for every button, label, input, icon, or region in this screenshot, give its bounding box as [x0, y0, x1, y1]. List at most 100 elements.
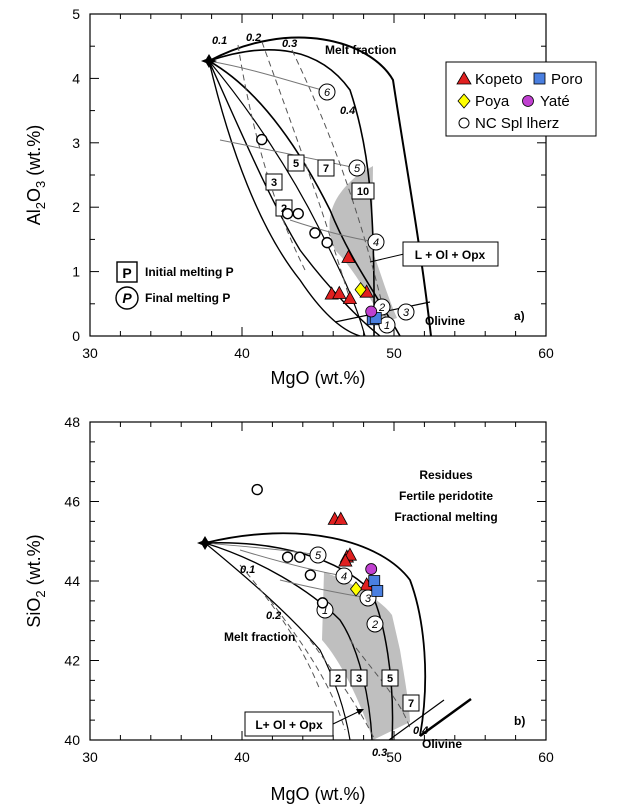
data-point-kopeto — [338, 553, 353, 567]
panel-a-shaded-field — [329, 166, 397, 322]
panel-a-dashed-2 — [261, 41, 351, 301]
legend-nc-marker — [458, 117, 470, 129]
panel-b-dashed-3 — [309, 639, 376, 740]
panel-b-x-title: MgO (wt.%) — [270, 784, 365, 804]
legend-yate-label: Yaté — [540, 93, 570, 110]
data-point-nc-spl-lherz — [292, 207, 304, 220]
panel-a-final-p-key-symbol: P — [122, 290, 132, 306]
panel-a-tick-labels: 30 40 50 60 0 1 2 3 4 5 — [72, 6, 554, 361]
panel-a-initial-p-key-label: Initial melting P — [145, 265, 234, 279]
svg-text:5: 5 — [354, 163, 361, 175]
svg-text:7: 7 — [408, 698, 414, 710]
panel-b-dashed-2 — [269, 599, 346, 731]
panel-a-final-p-3: 3 — [397, 303, 415, 321]
panel-b-initial-p-7: 7 — [402, 694, 420, 712]
panel-b-final-p-2: 2 — [366, 615, 384, 633]
data-point-poro — [371, 585, 384, 597]
svg-text:6: 6 — [324, 87, 331, 99]
svg-text:10: 10 — [357, 186, 369, 198]
panel-a-field-lines — [208, 36, 432, 336]
panel-a-ticks — [89, 13, 547, 337]
panel-b-melt-label-01: 0.1 — [240, 564, 255, 576]
panel-b-dashed-1 — [239, 564, 321, 691]
panel-b-melt-label-02: 0.2 — [266, 610, 281, 622]
panel-b-shaded-field — [322, 572, 410, 740]
panel-a-x-tick-label: 40 — [234, 345, 250, 361]
panel-b-y-tick-label: 40 — [64, 732, 80, 748]
panel-b-olivine-thick-line — [419, 697, 472, 738]
panel-a-initial-p-3: 3 — [265, 173, 283, 191]
svg-text:3: 3 — [403, 307, 410, 319]
svg-text:5: 5 — [315, 550, 322, 562]
panel-a-final-p-1: 1 — [378, 316, 396, 334]
legend-yate-marker — [522, 95, 534, 107]
data-point-poya — [349, 581, 363, 597]
panel-a-melt-label-04: 0.4 — [340, 105, 355, 117]
svg-text:4: 4 — [341, 571, 347, 583]
panel-b-isobar-5 — [204, 542, 319, 556]
panel-b-melt-label-04: 0.4 — [413, 725, 428, 737]
panel-b-initial-p-3: 3 — [350, 669, 368, 687]
panel-a-y-tick-label: 5 — [72, 6, 80, 22]
panel-b-olivine-line — [387, 699, 445, 740]
panel-b-field-label-box — [244, 711, 334, 737]
svg-text:3: 3 — [365, 593, 372, 605]
data-point-kopeto — [333, 511, 348, 525]
data-point-nc-spl-lherz — [256, 133, 268, 146]
panel-b-final-p-5: 5 — [309, 546, 327, 564]
svg-text:1: 1 — [384, 320, 390, 332]
panel-b-field-label: L+ Ol + Opx — [255, 718, 323, 732]
svg-text:5: 5 — [293, 158, 299, 170]
panel-a-olivine-label: Olivine — [425, 314, 465, 328]
panel-a-isobar-6 — [208, 60, 331, 93]
panel-b-initial-p-2: 2 — [329, 669, 347, 687]
panel-a-initial-p-key-box — [116, 261, 138, 283]
data-point-yat- — [365, 305, 378, 318]
legend: Kopeto Poro Poya Yaté NC Spl lherz — [445, 61, 597, 137]
panel-a-y-tick-label: 0 — [72, 328, 80, 344]
panel-b-y-title: SiO2 (wt.%) — [24, 534, 48, 627]
panel-a-y-tick-label: 1 — [72, 264, 80, 280]
panel-a-start-marker — [201, 54, 217, 68]
svg-text:2: 2 — [335, 673, 341, 685]
data-point-poya — [354, 281, 367, 298]
panel-a-dashed-3 — [291, 49, 387, 321]
data-point-yat- — [365, 563, 378, 575]
legend-poya-label: Poya — [475, 93, 510, 110]
panel-a-melt-label-02: 0.2 — [246, 32, 261, 44]
data-point-nc-spl-lherz — [316, 597, 329, 609]
data-point-nc-spl-lherz — [309, 227, 321, 239]
data-point-kopeto — [342, 290, 358, 305]
panel-b-residues-title: Residues — [419, 468, 473, 482]
panel-a-x-title: MgO (wt.%) — [270, 368, 365, 388]
panel-a-y-tick-label: 4 — [72, 70, 80, 86]
data-point-nc-spl-lherz — [321, 236, 333, 249]
data-point-nc-spl-lherz — [294, 551, 306, 563]
panel-a-final-p-6: 6 — [318, 83, 336, 101]
data-point-nc-spl-lherz — [304, 569, 317, 581]
data-point-nc-spl-lherz — [281, 207, 294, 220]
panel-b-initial-p-5: 5 — [381, 669, 399, 687]
panel-b-data-points — [251, 483, 384, 609]
panel-a-melt-curve-3 — [208, 60, 401, 336]
legend-poro-marker — [533, 72, 546, 85]
panel-a-final-p-5: 5 — [348, 159, 366, 177]
svg-text:1: 1 — [322, 605, 328, 617]
panel-a-x-tick-label: 60 — [538, 345, 554, 361]
panel-a-y-tick-label: 3 — [72, 135, 80, 151]
panel-b-residues-line-2: Fertile peridotite — [399, 489, 493, 503]
panel-b-y-tick-label: 48 — [64, 414, 80, 430]
panel-a-panel-label: a) — [514, 309, 525, 323]
data-point-kopeto — [341, 249, 356, 263]
panel-a-melt-fraction-title: Melt fraction — [325, 43, 396, 57]
panel-b-melt-fraction-title: Melt fraction — [224, 630, 295, 644]
panel-b-dashed-4 — [349, 639, 411, 729]
panel-a-field-label: L + Ol + Opx — [415, 248, 486, 262]
svg-text:2: 2 — [371, 619, 378, 631]
svg-text:5: 5 — [387, 673, 393, 685]
panel-a-initial-p-7: 7 — [317, 159, 335, 177]
panel-b-field-arrow-head — [356, 709, 364, 715]
panel-a-initial-p-10: 10 — [351, 182, 375, 200]
